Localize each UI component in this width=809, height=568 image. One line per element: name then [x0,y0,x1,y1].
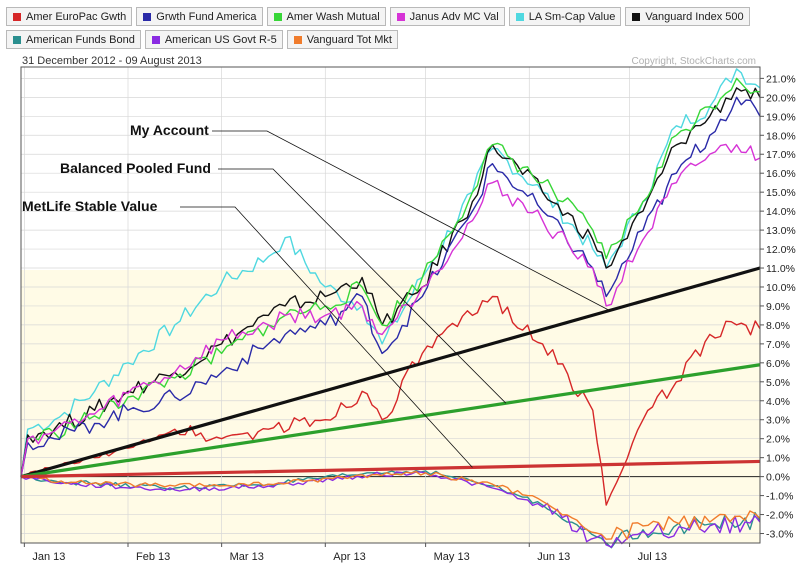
x-axis: Jan 13 Feb 13 Mar 13 Apr 13 May 13 Jun 13 Jul … [23,543,667,563]
annotations: My Account Balanced Pooled Fund MetLife St… [22,122,610,468]
overlay-line [20,266,761,479]
legend-label: Amer Wash Mutual [286,10,380,23]
overlay-line [20,363,761,479]
y-tick-label: 8.0% [766,320,790,332]
x-tick-label: Jan 13 [32,551,65,563]
x-tick-label: Mar 13 [230,551,264,563]
y-tick-label: 17.0% [766,149,796,161]
y-tick-label: 11.0% [766,263,795,275]
y-tick-label: 3.0% [766,415,790,427]
y-tick-label: 1.0% [766,453,790,465]
legend-label: Janus Adv MC Val [409,10,499,23]
legend-label: American Funds Bond [26,33,135,46]
x-tick-label: Feb 13 [136,551,170,563]
y-tick-label: 18.0% [766,130,796,142]
y-tick-label: 12.0% [766,244,796,256]
y-tick-label: 14.0% [766,206,796,218]
annotation-leader-line [212,130,610,311]
y-tick-label: -2.0% [766,510,793,522]
legend-item: American Funds Bond [6,30,141,49]
y-tick-label: 6.0% [766,358,790,370]
legend-item: LA Sm-Cap Value [508,7,622,26]
y-tick-label: 16.0% [766,168,796,180]
annotation-leader-line [218,168,507,404]
legend-label: LA Sm-Cap Value [528,10,616,23]
annotation-label: Balanced Pooled Fund [60,160,211,176]
legend-row: Amer EuroPac Gwth Grwth Fund America Amer … [6,7,806,26]
legend-label: Grwth Fund America [156,10,257,23]
legend-swatch [396,12,405,21]
y-tick-label: 13.0% [766,225,796,237]
y-tick-label: 21.0% [766,73,796,85]
legend-item: American US Govt R-5 [144,30,283,49]
overlay-line [20,459,761,479]
y-tick-label: 4.0% [766,396,790,408]
series-line [20,87,761,477]
plot-yellow-band [21,270,760,543]
legend-swatch [13,35,21,44]
series-line [20,96,761,477]
date-range: 31 December 2012 - 09 August 2013 [22,55,202,67]
legend-label: Vanguard Tot Mkt [306,33,392,46]
copyright: Copyright, StockCharts.com [632,56,757,67]
y-tick-label: 19.0% [766,111,796,123]
legend-row: American Funds Bond American US Govt R-5 V… [6,30,806,49]
legend-item: Vanguard Index 500 [625,7,750,26]
annotation-label: MetLife Stable Value [22,198,158,214]
legend: Amer EuroPac Gwth Grwth Fund America Amer … [6,7,806,53]
x-tick-label: Jul 13 [638,551,667,563]
legend-swatch [632,12,641,21]
x-tick-label: Jun 13 [537,551,570,563]
y-tick-label: -3.0% [766,529,793,541]
y-tick-label: 15.0% [766,187,796,199]
legend-swatch [293,35,302,44]
legend-item: Amer EuroPac Gwth [6,7,133,26]
series-line [20,470,761,540]
y-tick-label: 2.0% [766,434,790,446]
plot-frame [20,66,761,544]
annotation-leader-line [180,206,473,468]
y-tick-label: 7.0% [766,339,790,351]
x-tick-label: Apr 13 [333,551,365,563]
legend-label: Vanguard Index 500 [645,10,744,23]
legend-swatch [143,12,152,21]
series-line [20,77,761,477]
legend-label: Amer EuroPac Gwth [26,10,127,23]
legend-swatch [515,12,524,21]
y-tick-label: 20.0% [766,92,796,104]
legend-item: Grwth Fund America [136,7,263,26]
overlay-lines [20,266,761,479]
y-tick-label: 5.0% [766,377,790,389]
legend-swatch [273,12,282,21]
series-line [20,143,761,477]
legend-label: American US Govt R-5 [164,33,277,46]
y-tick-label: 10.0% [766,282,796,294]
annotation-label: My Account [130,122,209,138]
y-tick-label: 0.0% [766,472,790,484]
legend-item: Amer Wash Mutual [266,7,386,26]
y-tick-label: 9.0% [766,301,790,313]
series-line [20,471,761,548]
legend-item: Vanguard Tot Mkt [286,30,398,49]
legend-item: Janus Adv MC Val [389,7,505,26]
x-tick-label: May 13 [434,551,470,563]
y-tick-label: -1.0% [766,491,793,503]
legend-swatch [13,12,21,21]
legend-swatch [151,35,160,44]
y-axis: 21.0% 20.0% 19.0% 18.0% 17.0% 16.0% 15.0% 14.0%… [760,73,796,541]
